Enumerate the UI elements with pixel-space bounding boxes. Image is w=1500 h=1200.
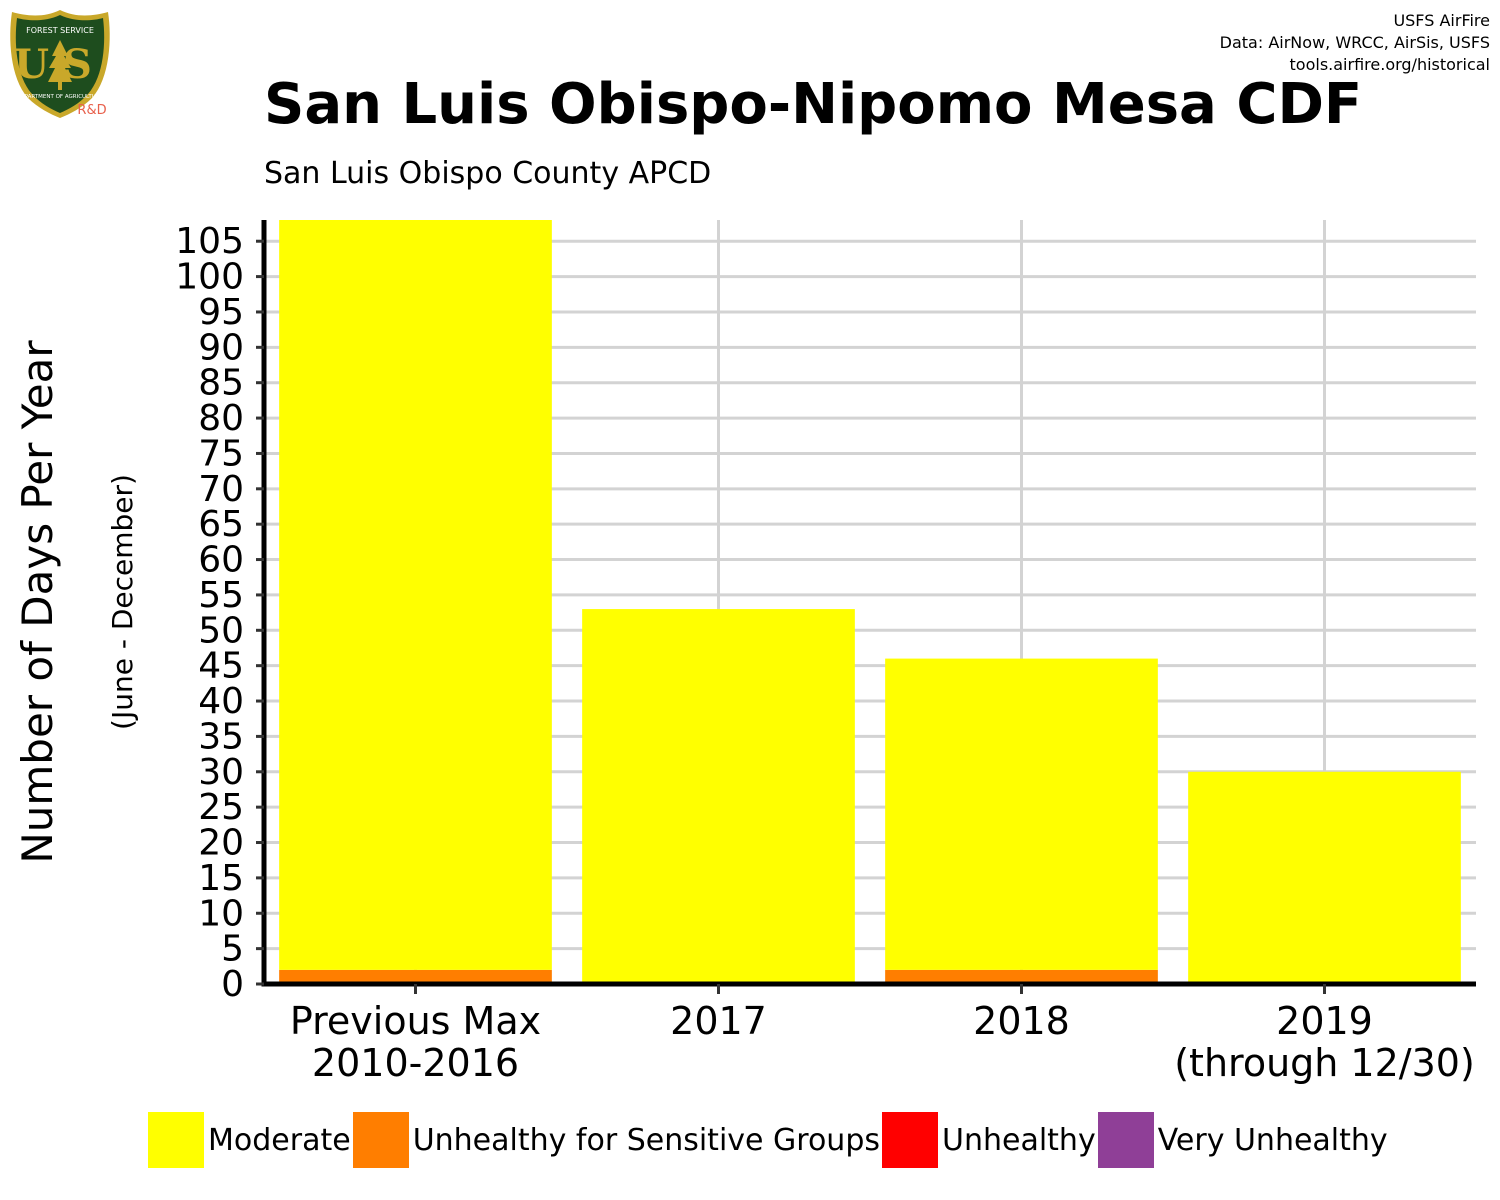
bar-chart: 0510152025303540455055606570758085909510… [13, 220, 1476, 1085]
bar-segment [885, 969, 1158, 984]
logo-bottom-text: DEPARTMENT OF AGRICULTURE [17, 94, 104, 100]
legend-label: Very Unhealthy [1157, 1122, 1388, 1158]
y-tick-label: 40 [198, 681, 244, 722]
legend-swatch [1097, 1112, 1154, 1168]
y-tick-label: 105 [175, 221, 244, 262]
credit-line: USFS AirFire [1393, 11, 1490, 30]
y-axis-title: Number of Days Per Year [13, 340, 62, 864]
y-tick-label: 15 [198, 858, 244, 899]
x-tick-label: 2018 [973, 999, 1070, 1043]
y-tick-label: 20 [198, 823, 244, 864]
logo-tag: R&D [77, 103, 106, 118]
bar-segment [885, 658, 1158, 970]
y-tick-label: 5 [221, 929, 244, 970]
x-tick-label: Previous Max 2010-2016 [290, 999, 541, 1085]
usfs-shield-icon: FOREST SERVICE US DEPARTMENT OF AGRICULT… [10, 10, 110, 118]
legend-label: Unhealthy [942, 1122, 1096, 1158]
y-tick-label: 95 [198, 292, 244, 333]
legend-swatch [148, 1112, 204, 1168]
legend-swatch [352, 1112, 409, 1168]
credit-line: tools.airfire.org/historical [1289, 55, 1490, 74]
bar-segment [582, 609, 855, 984]
y-tick-label: 0 [221, 964, 244, 1005]
y-tick-label: 60 [198, 540, 244, 581]
y-tick-label: 80 [198, 398, 244, 439]
y-tick-label: 90 [198, 327, 244, 368]
y-tick-label: 10 [198, 893, 244, 934]
legend-item: Moderate [148, 1112, 353, 1168]
legend: Moderate Unhealthy for Sensitive Groups Un… [148, 1112, 1390, 1168]
chart-title: San Luis Obispo-Nipomo Mesa CDF [264, 72, 1363, 137]
logo-top-text: FOREST SERVICE [26, 26, 94, 35]
y-tick-label: 85 [198, 363, 244, 404]
bar-segment [1188, 771, 1461, 984]
chart-subtitle: San Luis Obispo County APCD [264, 156, 712, 191]
y-tick-label: 50 [198, 610, 244, 651]
bar-segment [279, 220, 552, 970]
legend-label: Moderate [208, 1122, 351, 1158]
y-tick-label: 25 [198, 787, 244, 828]
y-tick-label: 35 [198, 716, 244, 757]
y-tick-label: 45 [198, 646, 244, 687]
x-tick-label: 2017 [670, 999, 767, 1043]
legend-item: Unhealthy [882, 1112, 1098, 1168]
legend-item: Very Unhealthy [1097, 1112, 1390, 1168]
y-tick-label: 55 [198, 575, 244, 616]
x-tick-label: 2019 (through 12/30) [1174, 999, 1475, 1085]
y-tick-label: 65 [198, 504, 244, 545]
y-tick-label: 30 [198, 752, 244, 793]
legend-label: Unhealthy for Sensitive Groups [412, 1122, 880, 1158]
y-axis-subtitle: (June - December) [106, 474, 139, 730]
credit-line: Data: AirNow, WRCC, AirSis, USFS [1219, 33, 1490, 52]
bar-segment [279, 969, 552, 984]
y-tick-label: 100 [175, 257, 244, 298]
credits: USFS AirFire Data: AirNow, WRCC, AirSis,… [1220, 10, 1490, 76]
legend-swatch [882, 1112, 938, 1168]
y-tick-label: 70 [198, 469, 244, 510]
y-tick-label: 75 [198, 433, 244, 474]
legend-item: Unhealthy for Sensitive Groups [352, 1112, 882, 1168]
